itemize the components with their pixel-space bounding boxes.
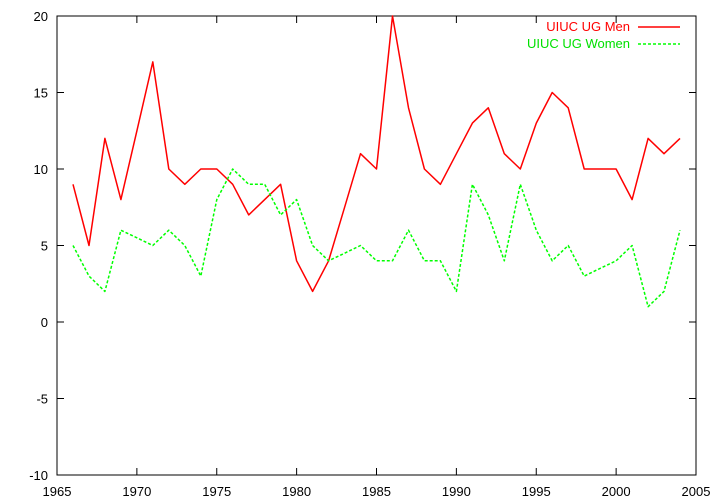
legend-label-men: UIUC UG Men: [546, 19, 630, 34]
legend: UIUC UG Men UIUC UG Women: [527, 19, 680, 51]
x-tick-label: 1990: [442, 484, 471, 499]
y-tick-label: -10: [29, 468, 48, 483]
series-layer: [72, 15, 681, 308]
x-tick-label: 2005: [682, 484, 711, 499]
x-tick-label: 1985: [362, 484, 391, 499]
x-axis: 1965 1970 1975 1980 1985 1990 1995 2000 2005: [43, 16, 711, 499]
x-tick-label: 2000: [602, 484, 631, 499]
y-tick-label: 10: [34, 162, 48, 177]
legend-label-women: UIUC UG Women: [527, 36, 630, 51]
y-tick-label: 15: [34, 86, 48, 101]
series-line-1: [72, 168, 681, 308]
series-line-0: [72, 15, 681, 293]
y-axis: 20 15 10 5 0 -5 -10: [29, 9, 696, 483]
y-tick-label: 20: [34, 9, 48, 24]
x-tick-label: 1980: [282, 484, 311, 499]
x-tick-label: 1975: [202, 484, 231, 499]
x-tick-label: 1965: [43, 484, 72, 499]
y-tick-label: -5: [36, 392, 48, 407]
y-tick-label: 5: [41, 239, 48, 254]
x-tick-label: 1970: [122, 484, 151, 499]
x-tick-label: 1995: [522, 484, 551, 499]
y-tick-label: 0: [41, 315, 48, 330]
